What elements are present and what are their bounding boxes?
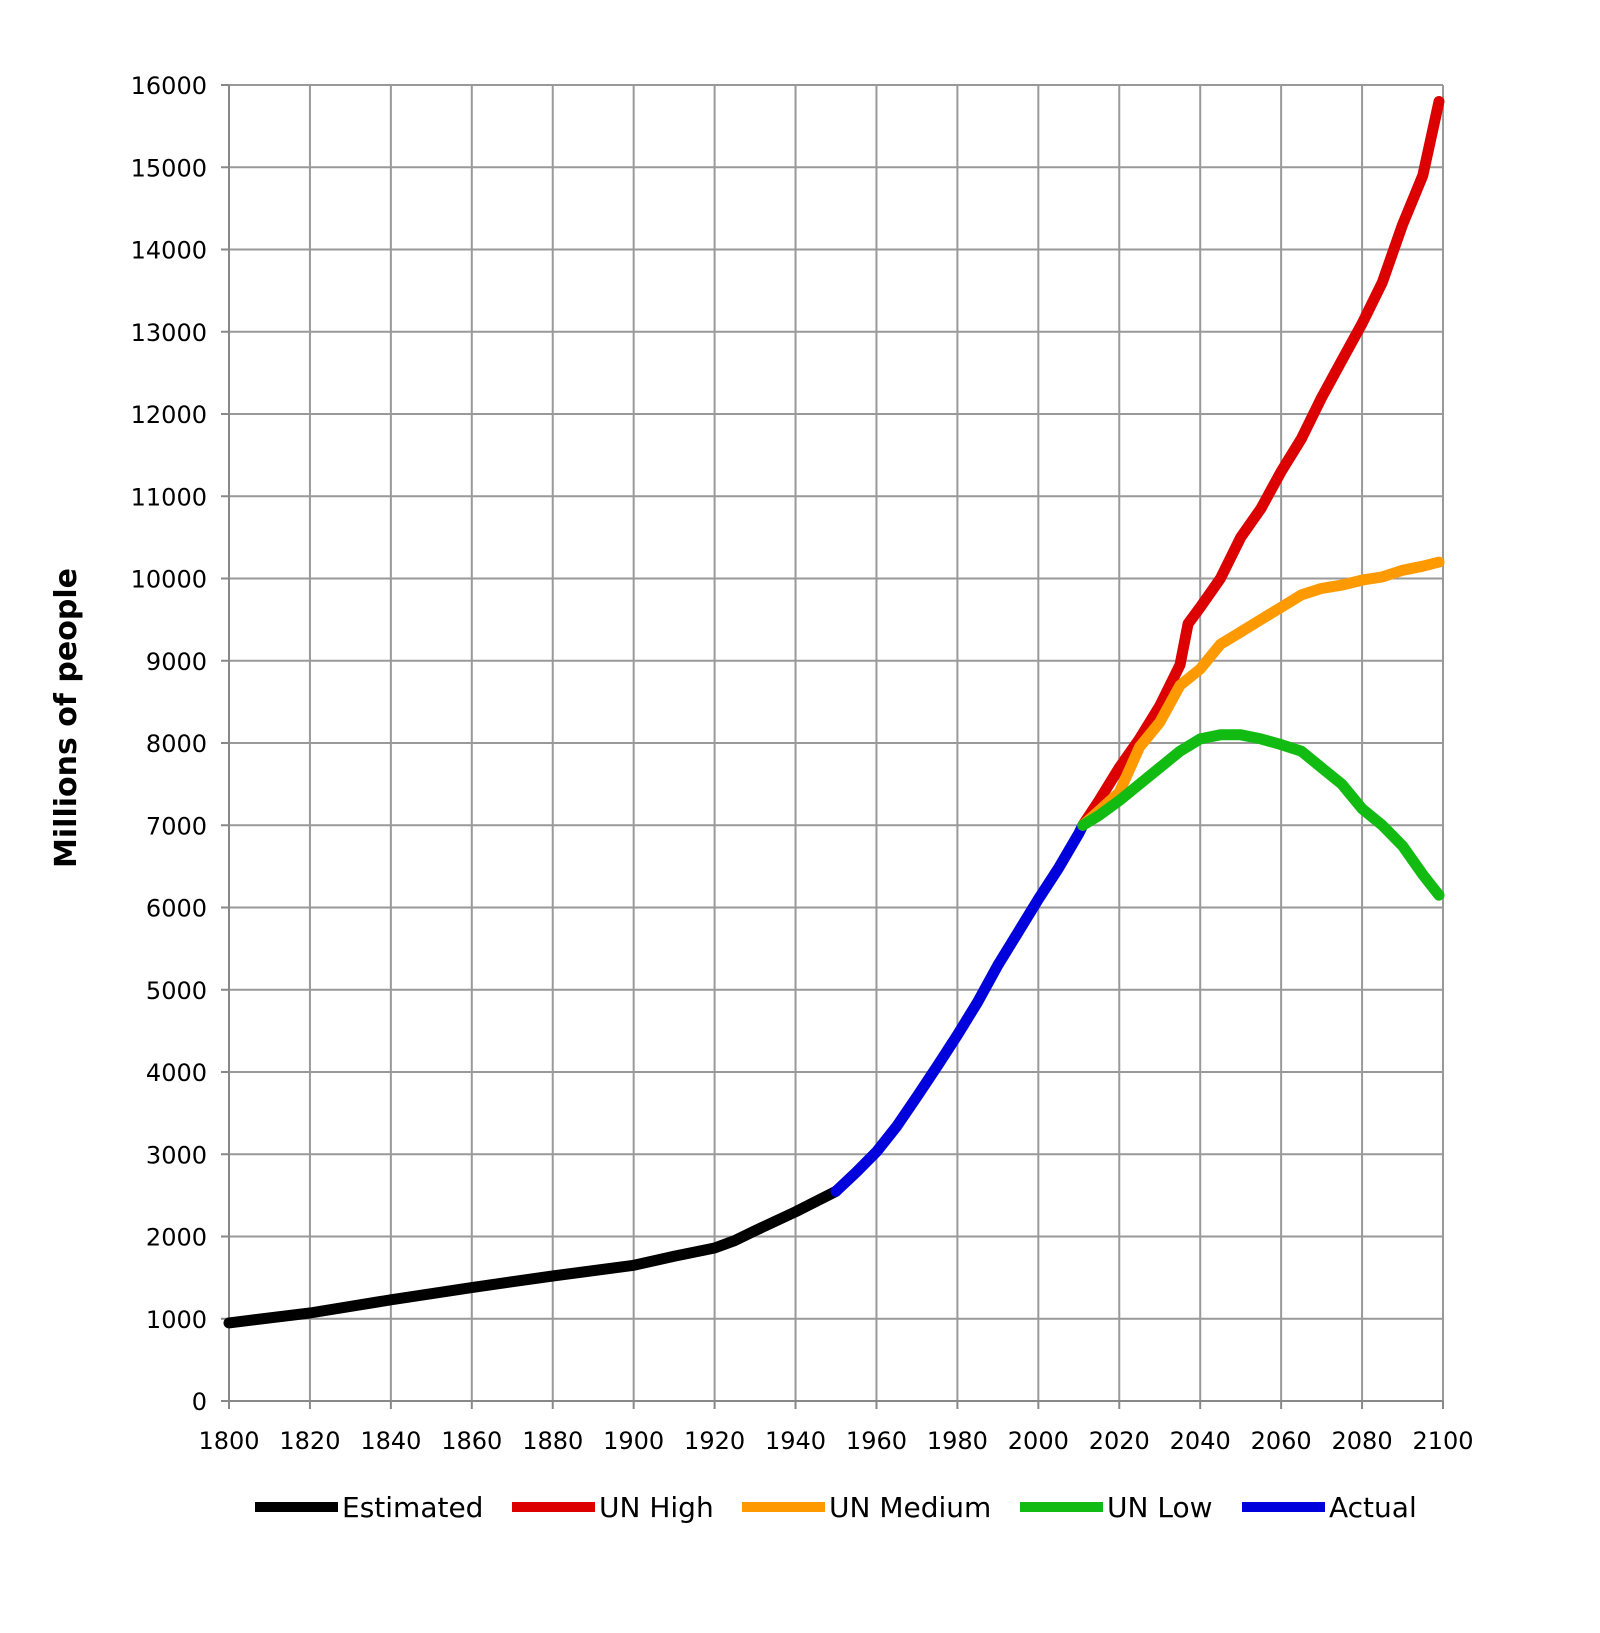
y-tick-label: 14000	[131, 237, 207, 265]
legend-label-estimated: Estimated	[342, 1491, 483, 1524]
legend-label-un-medium: UN Medium	[829, 1491, 991, 1524]
grid	[221, 84, 1444, 1409]
x-tick-label: 1940	[765, 1427, 826, 1455]
x-tick-label: 2000	[1008, 1427, 1069, 1455]
y-tick-label: 6000	[146, 895, 207, 923]
x-tick-label: 1900	[603, 1427, 664, 1455]
y-tick-label: 13000	[131, 319, 207, 347]
series-line-actual	[830, 819, 1089, 1197]
series-line-un-medium	[1077, 556, 1445, 831]
x-tick-label: 1960	[846, 1427, 907, 1455]
series-line-un-high	[1077, 96, 1445, 831]
y-tick-label: 8000	[146, 730, 207, 758]
y-tick-label: 2000	[146, 1224, 207, 1252]
y-tick-label: 1000	[146, 1306, 207, 1334]
legend-label-un-low: UN Low	[1107, 1491, 1212, 1524]
x-tick-label: 2100	[1412, 1427, 1473, 1455]
x-tick-label: 2020	[1089, 1427, 1150, 1455]
y-tick-label: 3000	[146, 1141, 207, 1169]
legend-label-un-high: UN High	[599, 1491, 714, 1524]
y-tick-label: 10000	[131, 566, 207, 594]
legend: Estimated UN High UN Medium UN Low Actual	[255, 1491, 1417, 1524]
y-tick-label: 16000	[131, 72, 207, 100]
y-tick-label: 4000	[146, 1059, 207, 1087]
legend-label-actual: Actual	[1329, 1491, 1417, 1524]
x-tick-label: 1820	[279, 1427, 340, 1455]
x-tick-label: 2080	[1332, 1427, 1393, 1455]
y-tick-label: 15000	[131, 154, 207, 182]
x-tick-label: 2060	[1251, 1427, 1312, 1455]
y-tick-label: 5000	[146, 977, 207, 1005]
series-line-un-low	[1077, 729, 1445, 901]
y-tick-label: 0	[192, 1388, 207, 1416]
y-tick-label: 7000	[146, 812, 207, 840]
series-line-estimated	[223, 1185, 842, 1329]
x-tick-label: 1800	[198, 1427, 259, 1455]
series-lines	[223, 96, 1445, 1329]
y-tick-label: 11000	[131, 483, 207, 511]
y-tick-label: 12000	[131, 401, 207, 429]
x-tick-label: 1840	[360, 1427, 421, 1455]
x-tick-label: 1920	[684, 1427, 745, 1455]
x-tick-label: 1880	[522, 1427, 583, 1455]
x-tick-label: 2040	[1170, 1427, 1231, 1455]
x-tick-label: 1860	[441, 1427, 502, 1455]
y-tick-label: 9000	[146, 648, 207, 676]
y-axis-label: Millions of people	[49, 568, 84, 868]
x-tick-label: 1980	[927, 1427, 988, 1455]
tick-labels: 1800 1820 1840 1860 1880 1900 1920 1940 1960 1980…	[131, 72, 1474, 1455]
